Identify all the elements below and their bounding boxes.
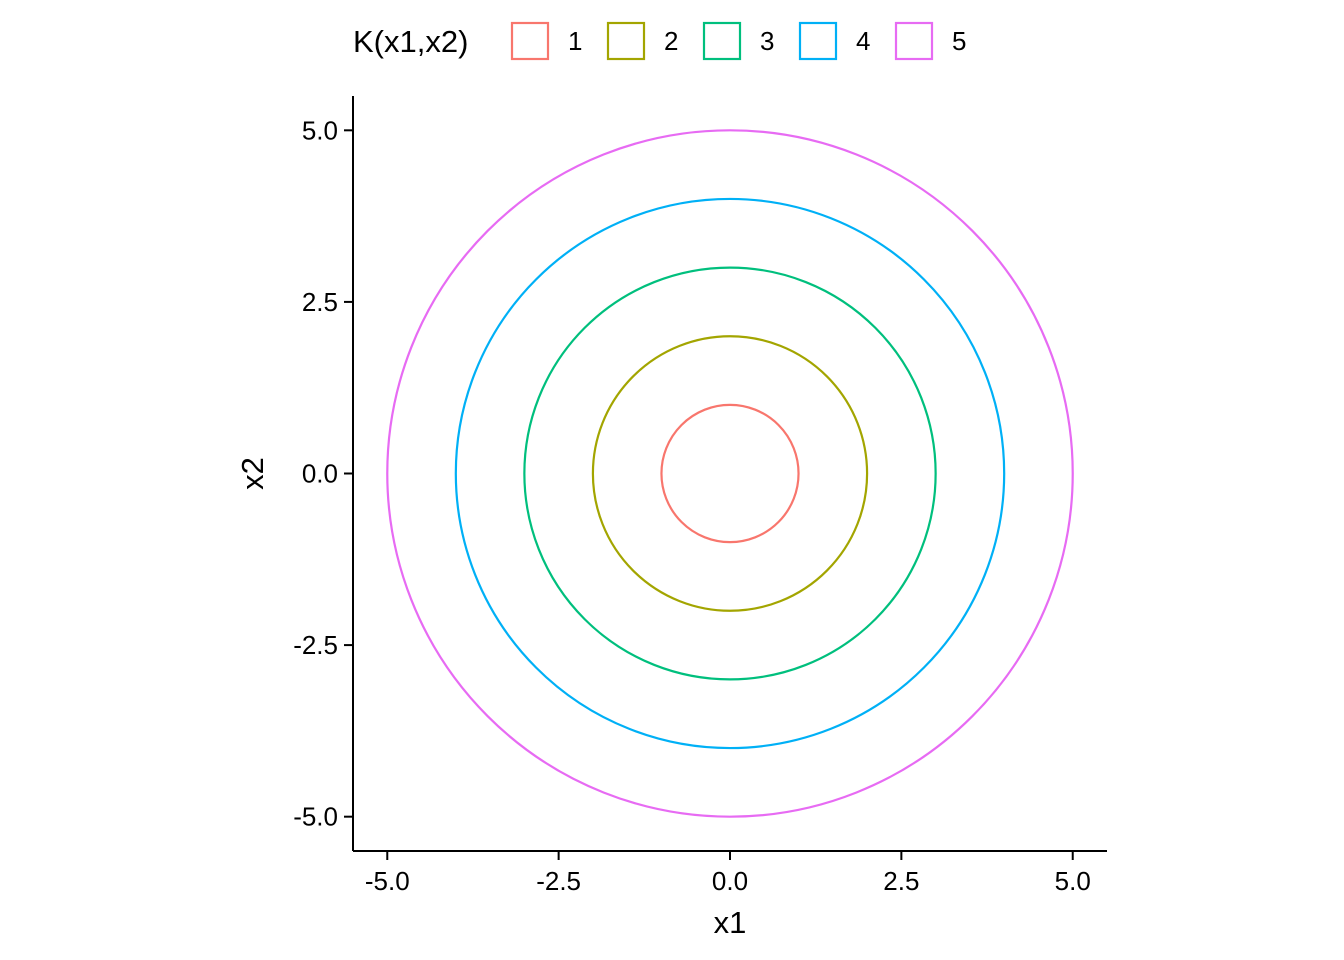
legend-key — [606, 21, 646, 61]
contour-level-3 — [523, 266, 937, 681]
contour-level-5 — [386, 129, 1074, 818]
y-tick-label: 2.5 — [302, 287, 338, 317]
legend-label: 2 — [664, 26, 678, 56]
legend-item-1: 1 — [510, 21, 582, 61]
x-tick-label: 2.5 — [883, 866, 919, 896]
contour-level-1 — [660, 403, 800, 544]
legend-label: 5 — [952, 26, 966, 56]
x-tick-label: 5.0 — [1055, 866, 1091, 896]
legend-item-5: 5 — [894, 21, 966, 61]
y-tick-label: -2.5 — [293, 630, 338, 660]
contour-level-4 — [454, 197, 1006, 750]
plot-area: -5.0 -2.5 0.0 2.5 5.0 -5.0 -2.5 0.0 2.5 5.0 — [293, 96, 1107, 896]
legend-key — [894, 21, 934, 61]
y-tick-label: -5.0 — [293, 802, 338, 832]
legend-label: 3 — [760, 26, 774, 56]
x-tick-label: 0.0 — [712, 866, 748, 896]
legend-item-4: 4 — [798, 21, 870, 61]
legend-label: 4 — [856, 26, 870, 56]
x-axis-title: x1 — [714, 905, 747, 940]
legend-title: K(x1,x2) — [353, 24, 468, 59]
legend-item-2: 2 — [606, 21, 678, 61]
x-axis: -5.0 -2.5 0.0 2.5 5.0 — [365, 851, 1091, 896]
y-axis: -5.0 -2.5 0.0 2.5 5.0 — [293, 115, 353, 832]
y-tick-label: 5.0 — [302, 115, 338, 145]
y-tick-label: 0.0 — [302, 459, 338, 489]
x-tick-label: -5.0 — [365, 866, 410, 896]
legend-label: 1 — [568, 26, 582, 56]
x-tick-label: -2.5 — [536, 866, 581, 896]
legend-key — [510, 21, 550, 61]
contour-level-2 — [591, 335, 869, 612]
legend: K(x1,x2) 1 2 3 4 5 — [353, 21, 966, 61]
legend-key — [798, 21, 838, 61]
y-axis-title: x2 — [235, 457, 270, 490]
legend-item-3: 3 — [702, 21, 774, 61]
legend-key — [702, 21, 742, 61]
